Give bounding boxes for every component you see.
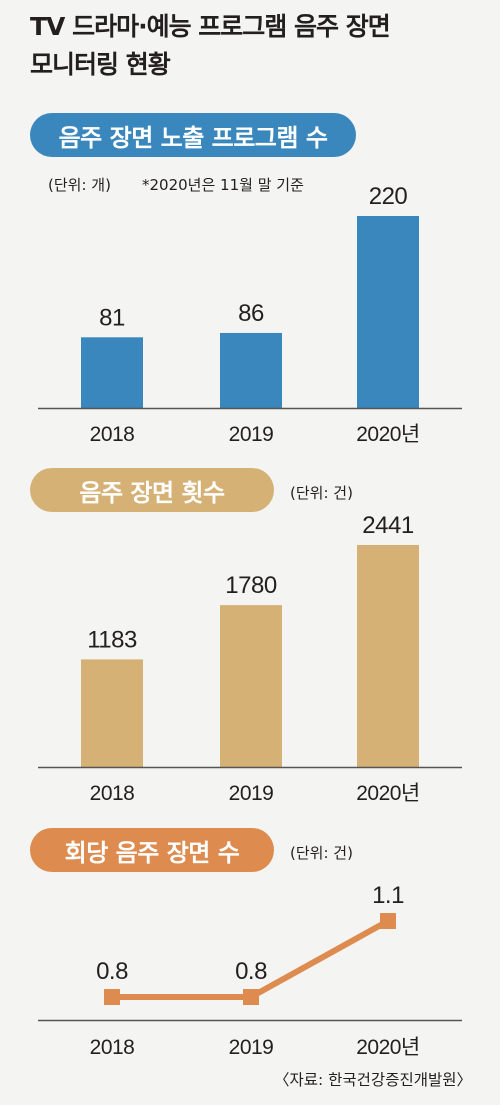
value-label-2018: 81: [99, 304, 125, 331]
bar-2020년: [357, 545, 419, 767]
point-marker-2018: [104, 989, 120, 1005]
bar-2020년: [357, 216, 419, 408]
chart1-title: 음주 장면 노출 프로그램 수: [58, 123, 328, 152]
value-label-2019: 0.8: [235, 958, 267, 985]
chart2-title-pill: 음주 장면 횟수: [30, 468, 274, 512]
x-tick-label-2018: 2018: [90, 1036, 135, 1059]
value-label-2018: 1183: [87, 626, 137, 653]
bar-2018: [81, 659, 143, 767]
bar-2019: [220, 605, 282, 767]
title-line-1: TV 드라마·예능 프로그램 음주 장면: [30, 12, 391, 41]
chart3-title-pill: 회당 음주 장면 수: [30, 828, 274, 872]
page-title: TV 드라마·예능 프로그램 음주 장면 모니터링 현황: [30, 8, 391, 84]
title-line-2: 모니터링 현황: [30, 50, 171, 79]
chart3-unit-note: (단위: 건): [290, 844, 353, 862]
x-tick-label-2019: 2019: [229, 1036, 274, 1059]
value-label-2018: 0.8: [96, 958, 128, 985]
source-credit: 〈자료: 한국건강증진개발원〉: [273, 1071, 472, 1089]
chart1-title-pill: 음주 장면 노출 프로그램 수: [30, 113, 356, 157]
bar-2019: [220, 332, 282, 408]
value-label-2020년: 2441: [362, 512, 414, 539]
chart2-title: 음주 장면 횟수: [79, 478, 225, 507]
x-tick-label-2020년: 2020년: [356, 1036, 420, 1059]
chart3-svg: 0.8 2018 0.8 2019 1.1 2020년: [38, 882, 462, 1059]
point-marker-2020년: [380, 913, 396, 929]
x-tick-label-2019: 2019: [229, 782, 274, 805]
chart2-unit-note: (단위: 건): [290, 484, 353, 502]
x-tick-label-2020년: 2020년: [356, 423, 420, 446]
x-tick-label-2019: 2019: [229, 423, 274, 446]
chart3-title: 회당 음주 장면 수: [64, 838, 240, 867]
value-label-2020년: 1.1: [372, 882, 404, 909]
point-marker-2019: [243, 989, 259, 1005]
chart1-footnote: *2020년은 11월 말 기준: [142, 176, 304, 194]
value-label-2019: 86: [238, 300, 264, 327]
value-label-2020년: 220: [369, 183, 408, 210]
bar-2018: [81, 337, 143, 408]
chart1-unit-note: (단위: 개): [48, 176, 111, 194]
chart1-svg: 81 2018 86 2019 220 2020년: [38, 183, 462, 446]
value-label-2019: 1780: [225, 572, 277, 599]
chart2-svg: 1183 2018 1780 2019 2441 2020년: [38, 512, 462, 805]
x-tick-label-2020년: 2020년: [356, 782, 420, 805]
x-tick-label-2018: 2018: [90, 782, 135, 805]
x-tick-label-2018: 2018: [90, 423, 135, 446]
